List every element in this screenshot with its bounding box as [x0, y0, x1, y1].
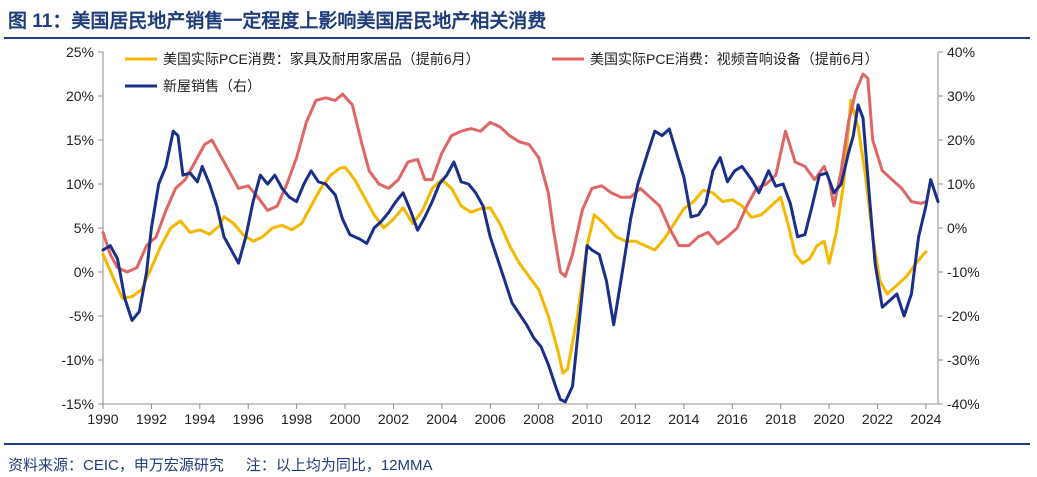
left-tick-label: 20% — [66, 88, 94, 104]
legend-label-video: 美国实际PCE消费：视频音响设备（提前6月） — [590, 51, 879, 67]
x-tick-label: 2014 — [668, 411, 699, 427]
x-tick-label: 2024 — [910, 411, 941, 427]
left-tick-label: -10% — [61, 352, 94, 368]
left-tick-label: -5% — [69, 308, 94, 324]
series-layer — [101, 72, 940, 404]
left-tick-label: 15% — [66, 132, 94, 148]
legend-label-housing: 新屋销售（右） — [163, 78, 261, 94]
right-tick-label: 10% — [947, 176, 975, 192]
right-tick-label: 20% — [947, 132, 975, 148]
series-line-video — [101, 72, 928, 278]
x-tick-label: 1992 — [136, 411, 167, 427]
x-tick-label: 1990 — [87, 411, 118, 427]
x-tick-label: 1996 — [233, 411, 264, 427]
x-tick-label: 2012 — [620, 411, 651, 427]
right-tick-label: -10% — [947, 264, 980, 280]
right-tick-label: 0% — [947, 220, 967, 236]
title-rule — [4, 37, 1030, 39]
right-tick-label: 40% — [947, 44, 975, 60]
series-line-housing — [101, 103, 940, 404]
x-tick-label: 2018 — [765, 411, 796, 427]
right-tick-label: 30% — [947, 88, 975, 104]
chart-title: 图 11：美国居民地产销售一定程度上影响美国居民地产相关消费 — [8, 11, 547, 32]
right-tick-label: -20% — [947, 308, 980, 324]
legend: 美国实际PCE消费：家具及耐用家居品（提前6月） 美国实际PCE消费：视频音响设备… — [125, 51, 879, 94]
axes: 25% 20% 15% 10% 5% 0% -5% -10% -15% 40% 30% 20% 10% 0… — [61, 44, 979, 427]
source-text: 资料来源：CEIC，申万宏源研究 — [8, 457, 224, 474]
x-tick-label: 2008 — [523, 411, 554, 427]
x-tick-label: 2016 — [717, 411, 748, 427]
x-tick-label: 2020 — [814, 411, 845, 427]
line-chart: 25% 20% 15% 10% 5% 0% -5% -10% -15% 40% 30% 20% 10% 0… — [61, 44, 979, 427]
left-tick-label: 5% — [74, 220, 94, 236]
footer-rule — [4, 443, 1030, 445]
x-tick-label: 2010 — [571, 411, 602, 427]
left-tick-label: 25% — [66, 44, 94, 60]
x-tick-label: 2002 — [378, 411, 409, 427]
x-tick-label: 1994 — [184, 411, 215, 427]
x-tick-label: 2006 — [475, 411, 506, 427]
left-tick-label: 0% — [74, 264, 94, 280]
right-tick-label: -30% — [947, 352, 980, 368]
footer: 资料来源：CEIC，申万宏源研究 注：以上均为同比，12MMA — [8, 454, 433, 475]
note-text: 注：以上均为同比，12MMA — [245, 457, 433, 474]
right-tick-label: -40% — [947, 396, 980, 412]
x-tick-label: 2000 — [329, 411, 360, 427]
legend-label-furniture: 美国实际PCE消费：家具及耐用家居品（提前6月） — [163, 51, 480, 67]
x-tick-label: 1998 — [281, 411, 312, 427]
left-tick-label: -15% — [61, 396, 94, 412]
left-tick-label: 10% — [66, 176, 94, 192]
x-tick-label: 2004 — [426, 411, 457, 427]
x-tick-label: 2022 — [862, 411, 893, 427]
